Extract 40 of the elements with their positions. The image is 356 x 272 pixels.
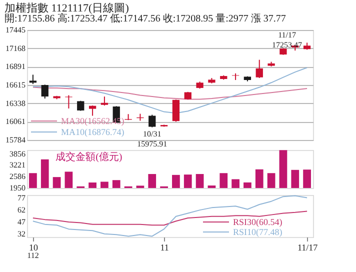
- y-tick-label: 77: [18, 194, 26, 203]
- candlestick: [232, 72, 240, 80]
- candlestick: [29, 74, 37, 84]
- legend-label: MA10(16876.74): [61, 127, 124, 137]
- y-tick-label: 32: [18, 229, 26, 238]
- y-tick-label: 17445: [6, 26, 26, 34]
- y-tick-label: 16891: [6, 62, 26, 72]
- line-series: [32, 86, 308, 100]
- candlestick: [172, 99, 180, 122]
- candlestick: [65, 94, 72, 109]
- chart-subtitle: 開:17155.86 高:17253.47 低:17147.56 收:17208.95 量:2977 漲 37.77: [4, 12, 286, 24]
- chart-title: 加權指數 1121117(日線圖): [4, 2, 130, 14]
- line-series: [32, 210, 308, 226]
- legend-label: RSI30(60.54): [233, 217, 282, 227]
- x-tick-label: 11/17: [297, 242, 318, 252]
- y-tick-label: 15784: [6, 136, 26, 144]
- y-tick-label: 3221: [10, 160, 26, 170]
- y-tick-label: 17168: [6, 44, 26, 53]
- annotation: 11/17 17253.47: [272, 30, 302, 50]
- y-tick-label: 47: [18, 217, 26, 226]
- chart-title: 成交金額(億元): [56, 151, 122, 163]
- annotation: 10/31 15975.91: [137, 129, 168, 148]
- x-tick-label: 11: [160, 242, 169, 252]
- y-tick-label: 3856: [10, 149, 26, 158]
- legend-label: RSI10(77.48): [233, 227, 282, 237]
- candlestick: [41, 84, 48, 100]
- y-tick-label: 16338: [6, 98, 26, 108]
- x-tick-label: 10: [28, 242, 38, 252]
- y-tick-label: 16061: [6, 117, 26, 126]
- y-tick-label: 1950: [10, 184, 26, 192]
- y-tick-label: 62: [18, 206, 26, 215]
- candlestick: [148, 114, 156, 128]
- y-tick-label: 2586: [10, 172, 26, 182]
- candlestick: [88, 104, 96, 116]
- legend-label: MA30(16562.45): [61, 116, 124, 126]
- line-series: [32, 195, 308, 237]
- line-series: [32, 67, 308, 114]
- candlestick: [256, 59, 263, 79]
- y-tick-label: 16615: [6, 80, 26, 90]
- text: 112: [27, 251, 39, 260]
